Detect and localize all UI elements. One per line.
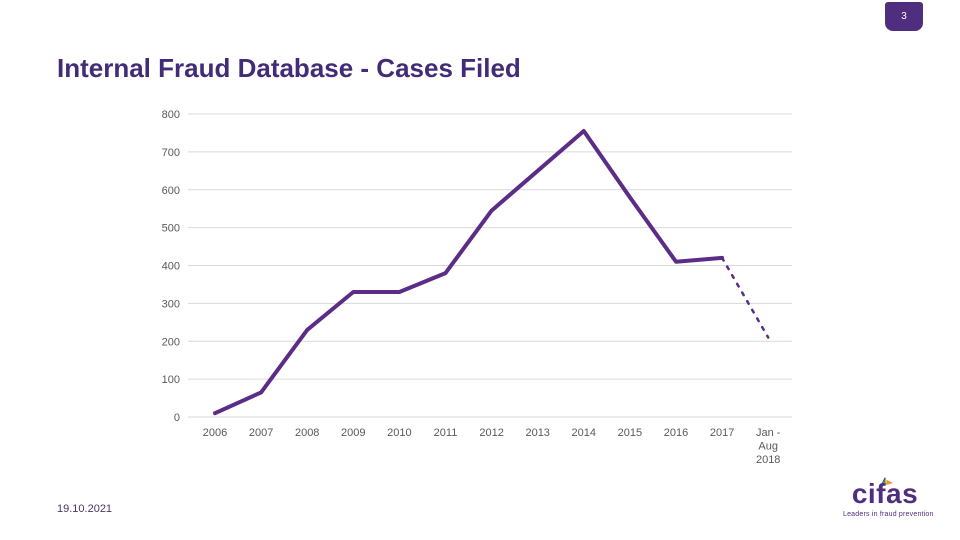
footer-date: 19.10.2021 (57, 503, 113, 515)
series-line-dashed-forecast (720, 256, 770, 339)
y-tick-label-800: 800 (162, 109, 180, 121)
x-tick-label-11: 2017 (710, 427, 734, 439)
page-number: 3 (901, 11, 907, 22)
y-tick-label-700: 700 (162, 147, 180, 159)
x-tick-label-2: 2008 (295, 427, 319, 439)
slide-page-number-badge: 3 (885, 2, 923, 31)
y-tick-label-100: 100 (162, 374, 180, 386)
slide-title: Internal Fraud Database - Cases Filed (57, 53, 521, 84)
y-tick-label-600: 600 (162, 185, 180, 197)
x-tick-label-0: 2006 (203, 427, 227, 439)
x-tick-label-8: 2014 (572, 427, 596, 439)
y-tick-label-500: 500 (162, 223, 180, 235)
x-tick-label-12: Jan -Aug 2018 (756, 427, 781, 466)
x-tick-label-7: 2013 (525, 427, 549, 439)
x-tick-label-6: 2012 (479, 427, 503, 439)
y-tick-label-400: 400 (162, 261, 180, 273)
y-tick-label-0: 0 (174, 412, 180, 424)
x-tick-label-9: 2015 (618, 427, 642, 439)
y-tick-label-200: 200 (162, 336, 180, 348)
x-tick-label-1: 2007 (249, 427, 273, 439)
cifas-flag-icon (878, 477, 893, 491)
series-line-solid (213, 129, 725, 416)
x-tick-label-3: 2009 (341, 427, 365, 439)
cifas-wordmark: cifas (851, 478, 919, 509)
x-tick-label-4: 2010 (387, 427, 411, 439)
x-tick-label-10: 2016 (664, 427, 688, 439)
x-tick-label-5: 2011 (434, 427, 458, 439)
y-tick-label-300: 300 (162, 298, 180, 310)
cifas-logo: cifas Leaders in fraud prevention (843, 477, 933, 525)
cifas-tagline: Leaders in fraud prevention (843, 511, 934, 518)
